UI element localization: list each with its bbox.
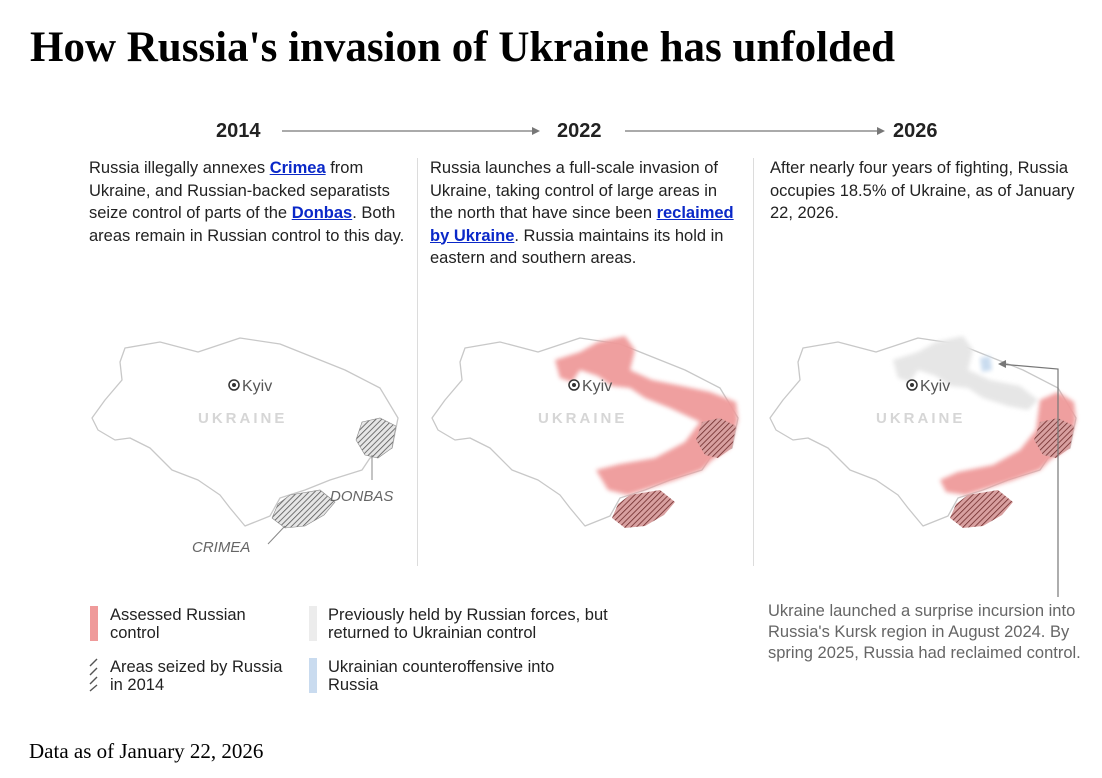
kyiv-label: Kyiv [920, 378, 950, 395]
kursk-pointer [998, 360, 1059, 597]
legend-seized-label: Areas seized by Russia in 2014 [110, 658, 283, 694]
column-divider [417, 158, 418, 566]
donbas-area [1034, 418, 1074, 458]
description-2014: Russia illegally annexes Crimea from Ukr… [89, 157, 409, 247]
legend-assessed-swatch [90, 606, 98, 641]
legend-seized-swatch [89, 658, 98, 692]
description-2022: Russia launches a full-scale invasion of… [430, 157, 740, 270]
page-title: How Russia's invasion of Ukraine has unf… [30, 24, 895, 71]
map-2014: Kyiv UKRAINE DONBAS CRIMEA [91, 337, 399, 556]
crimea-area [271, 489, 336, 529]
year-2014-label: 2014 [216, 120, 261, 142]
kyiv-label: Kyiv [242, 378, 272, 395]
donbas-area [696, 418, 736, 458]
timeline-arrow-2 [625, 127, 885, 135]
kursk-note: Ukraine launched a surprise incursion in… [768, 602, 1081, 662]
counteroffensive-area [980, 356, 992, 372]
description-2026: After nearly four years of fighting, Rus… [770, 157, 1082, 225]
year-2026-label: 2026 [893, 120, 938, 142]
legend-returned-swatch [309, 606, 317, 641]
country-label: UKRAINE [538, 410, 627, 427]
column-divider [753, 158, 754, 566]
russian-control-area [555, 336, 738, 495]
russian-control-area [940, 392, 1076, 495]
description-text: . Both areas remain in Russian control t… [89, 204, 405, 245]
map-2022: Kyiv UKRAINE [431, 336, 739, 528]
donbas-label: DONBAS [330, 488, 393, 505]
ukraine-outline [91, 337, 399, 527]
legend-assessed-label: Assessed Russian control [110, 606, 246, 642]
crimea-area [950, 490, 1013, 528]
crimea-label: CRIMEA [192, 539, 250, 556]
donbas-area [355, 417, 397, 459]
map-2026: Kyiv UKRAINE [769, 336, 1077, 528]
inline-link[interactable]: reclaimed by Ukraine [430, 204, 734, 245]
data-date-footer: Data as of January 22, 2026 [29, 739, 264, 763]
returned-area [893, 336, 1038, 410]
legend-counteroffensive-swatch [309, 658, 317, 693]
kyiv-marker-icon [228, 379, 240, 391]
crimea-area [612, 490, 675, 528]
inline-link[interactable]: Donbas [291, 204, 353, 222]
description-text: Russia illegally annexes [89, 159, 270, 177]
description-text: from Ukraine, and Russian-backed separat… [89, 159, 390, 222]
country-label: UKRAINE [876, 410, 965, 427]
country-label: UKRAINE [198, 410, 287, 427]
legend-returned-label: Previously held by Russian forces, but r… [328, 606, 608, 642]
year-2022-label: 2022 [557, 120, 602, 142]
crimea-leader [267, 525, 286, 545]
legend-counteroffensive-label: Ukrainian counteroffensive into Russia [328, 658, 555, 694]
description-text: . Russia maintains its hold in eastern a… [430, 226, 724, 268]
timeline-arrow-1 [282, 127, 540, 135]
kyiv-label: Kyiv [582, 378, 612, 395]
description-text: After nearly four years of fighting, Rus… [770, 159, 1075, 222]
description-text: Russia launches a full-scale invasion of… [430, 159, 718, 222]
inline-link[interactable]: Crimea [269, 159, 326, 177]
